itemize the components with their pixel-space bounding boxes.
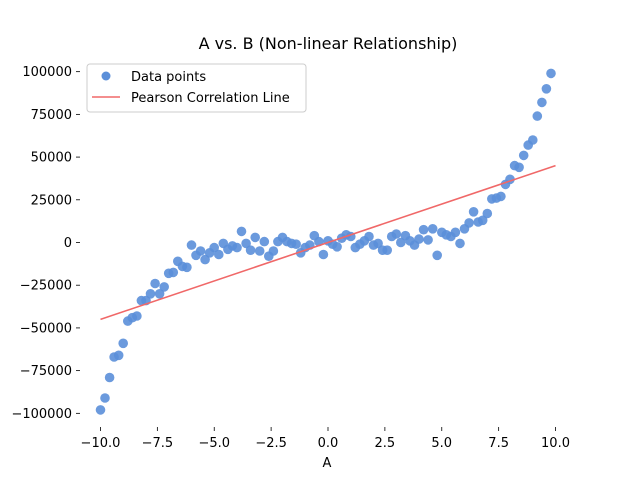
data-points-layer — [95, 68, 556, 415]
data-point — [391, 229, 402, 239]
x-axis-label: A — [323, 456, 332, 471]
data-point — [182, 262, 192, 273]
data-point — [236, 226, 247, 237]
y-tick-label: −100000 — [11, 407, 72, 422]
data-point — [514, 162, 524, 173]
data-point — [518, 150, 529, 161]
data-point — [132, 311, 142, 321]
data-point — [427, 224, 438, 234]
y-tick-label: 25000 — [31, 193, 72, 208]
correlation-line-layer — [100, 164, 556, 321]
y-tick-label: −25000 — [20, 279, 72, 294]
x-tick-label: 0.0 — [318, 436, 339, 451]
legend-label-correlation-line: Pearson Correlation Line — [131, 91, 290, 106]
data-point — [209, 242, 219, 253]
x-ticks: −10.0 −7.5 −5.0 −2.5 0.0 2.5 5.0 7.5 10.0 — [81, 427, 570, 451]
data-point — [537, 97, 547, 108]
data-point — [241, 238, 251, 249]
data-point — [532, 111, 543, 121]
data-point — [259, 236, 270, 247]
data-point — [150, 278, 160, 289]
data-point — [254, 246, 265, 256]
data-point — [477, 215, 488, 226]
data-point — [186, 240, 197, 250]
data-point — [200, 254, 210, 265]
y-tick-label: 75000 — [31, 108, 72, 123]
data-point — [95, 405, 106, 415]
data-point — [291, 239, 301, 249]
x-tick-label: 5.0 — [431, 436, 452, 451]
chart-title: A vs. B (Non-linear Relationship) — [199, 34, 458, 53]
data-point — [318, 249, 329, 260]
data-point — [364, 231, 374, 242]
data-point — [154, 289, 165, 299]
data-point — [418, 224, 429, 235]
legend-marker-data-points — [101, 71, 111, 81]
data-point — [332, 242, 342, 252]
data-point — [455, 238, 465, 249]
data-point — [546, 68, 556, 79]
data-point — [450, 227, 461, 238]
data-point — [250, 232, 260, 243]
data-point — [268, 246, 279, 256]
data-point — [396, 237, 406, 248]
legend: Data points Pearson Correlation Line — [86, 63, 307, 113]
x-tick-label: 10.0 — [541, 436, 570, 451]
x-tick-label: −10.0 — [81, 436, 121, 451]
data-point — [104, 372, 115, 383]
data-point — [482, 208, 493, 219]
data-point — [100, 393, 110, 403]
y-tick-label: 100000 — [22, 65, 72, 80]
x-tick-label: −2.5 — [255, 436, 287, 451]
data-point — [118, 338, 128, 349]
pearson-correlation-line — [100, 164, 556, 321]
data-point — [382, 245, 393, 255]
data-point — [145, 289, 156, 299]
x-tick-label: 7.5 — [488, 436, 509, 451]
data-point — [432, 250, 443, 261]
data-point — [541, 84, 552, 94]
x-tick-label: 2.5 — [375, 436, 396, 451]
data-point — [468, 207, 479, 217]
legend-label-data-points: Data points — [131, 70, 206, 85]
y-tick-label: 0 — [64, 236, 72, 251]
y-tick-label: −75000 — [20, 364, 72, 379]
data-point — [423, 235, 433, 245]
data-point — [195, 246, 206, 256]
data-point — [214, 249, 224, 260]
y-tick-label: −50000 — [20, 321, 72, 336]
data-point — [373, 238, 383, 249]
data-point — [168, 267, 179, 278]
data-point — [464, 218, 474, 228]
data-point — [113, 350, 124, 361]
data-point — [245, 245, 256, 255]
data-point — [159, 282, 169, 292]
data-point — [528, 135, 538, 145]
data-point — [414, 234, 424, 244]
data-point — [232, 242, 242, 253]
legend-frame — [86, 63, 307, 113]
x-tick-label: −7.5 — [142, 436, 174, 451]
y-ticks: −100000 −75000 −50000 −25000 0 25000 50000 7500… — [11, 65, 80, 422]
x-tick-label: −5.0 — [198, 436, 230, 451]
data-point — [496, 191, 506, 202]
y-tick-label: 50000 — [31, 151, 72, 166]
